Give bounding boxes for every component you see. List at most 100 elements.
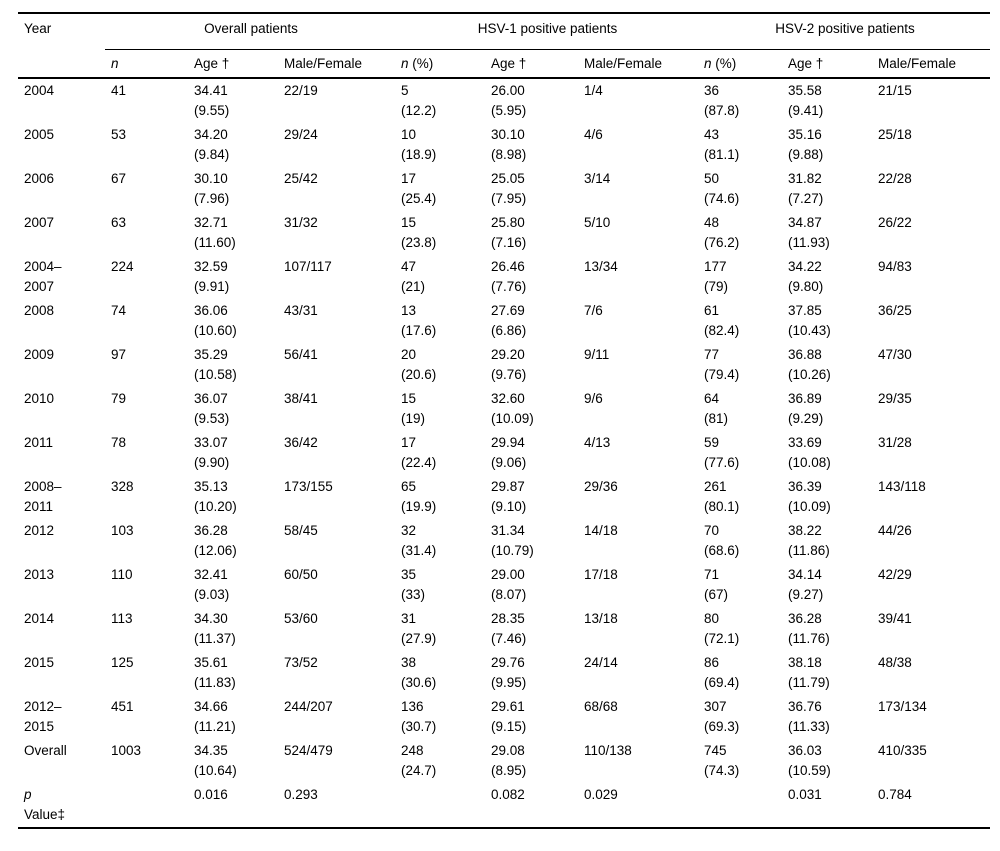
table-row: 2004– 2007 224 32.59 (9.91) 107/117 47 (21) 26.4… — [18, 255, 990, 299]
data-cell: 32.41 (9.03) — [194, 567, 230, 602]
year-cell: 2007 — [24, 215, 55, 230]
data-cell: 34.14 (9.27) — [788, 567, 824, 602]
data-cell: 143/118 — [878, 479, 926, 494]
data-cell: 44/26 — [878, 523, 912, 538]
data-cell: 26/22 — [878, 215, 912, 230]
data-cell: 9/11 — [584, 347, 610, 362]
data-cell: 47/30 — [878, 347, 912, 362]
table-row: 2012 103 36.28 (12.06) 58/45 32 (31.4) 31.34 (10… — [18, 519, 990, 563]
data-cell: 15 (23.8) — [401, 215, 437, 250]
data-cell: 0.784 — [878, 787, 912, 802]
data-cell: 173/134 — [878, 699, 927, 714]
data-cell: 25/42 — [284, 171, 318, 186]
data-cell: 27.69 (6.86) — [491, 303, 527, 338]
data-cell: 25/18 — [878, 127, 912, 142]
column-header: Age † — [782, 49, 873, 79]
data-cell: 110/138 — [584, 743, 632, 758]
data-cell: 36.39 (10.09) — [788, 479, 831, 514]
column-header: Male/Female — [278, 49, 396, 79]
data-cell: 36 (87.8) — [704, 83, 740, 118]
data-cell: 34.22 (9.80) — [788, 259, 824, 294]
table-row: 2009 97 35.29 (10.58) 56/41 20 (20.6) 29.20 (9.7… — [18, 343, 990, 387]
data-cell: 15 (19) — [401, 391, 426, 426]
data-cell: 68/68 — [584, 699, 618, 714]
year-cell: 2009 — [24, 347, 55, 362]
data-cell: 524/479 — [284, 743, 333, 758]
data-cell: 36.88 (10.26) — [788, 347, 831, 382]
year-cell: 2008– 2011 — [24, 479, 62, 514]
year-cell: 2004– 2007 — [24, 259, 62, 294]
table-row: 2014 113 34.30 (11.37) 53/60 31 (27.9) 28.35 (7.… — [18, 607, 990, 651]
table-row: 2004 41 34.41 (9.55) 22/19 5 (12.2) 26.00 (5.95)… — [18, 78, 990, 123]
data-cell: 0.031 — [788, 787, 822, 802]
data-cell: 1/4 — [584, 83, 603, 98]
data-cell: 53 — [111, 127, 127, 142]
data-cell: 53/60 — [284, 611, 318, 626]
data-cell: 224 — [111, 259, 134, 274]
data-cell: 36/25 — [878, 303, 912, 318]
data-cell: 32.60 (10.09) — [491, 391, 534, 426]
year-cell: 2012 — [24, 523, 55, 538]
column-header: Male/Female — [872, 49, 991, 79]
year-cell: 2014 — [24, 611, 55, 626]
data-cell: 33.07 (9.90) — [194, 435, 230, 470]
year-cell: 2011 — [24, 435, 54, 450]
data-cell: 451 — [111, 699, 134, 714]
group-header-hsv2: HSV-2 positive patients — [698, 13, 991, 50]
data-cell: 31/28 — [878, 435, 912, 450]
data-cell: 48 (76.2) — [704, 215, 740, 250]
table-row: 2015 125 35.61 (11.83) 73/52 38 (30.6) 29.76 (9.… — [18, 651, 990, 695]
data-cell: 94/83 — [878, 259, 912, 274]
data-cell: 14/18 — [584, 523, 618, 538]
data-cell: 328 — [111, 479, 134, 494]
data-cell: 35.61 (11.83) — [194, 655, 236, 690]
data-cell: 4/13 — [584, 435, 611, 450]
data-cell: 97 — [111, 347, 127, 362]
data-cell: 86 (69.4) — [704, 655, 740, 690]
data-cell: 35 (33) — [401, 567, 426, 602]
data-cell: 410/335 — [878, 743, 927, 758]
data-cell: 77 (79.4) — [704, 347, 740, 382]
table-body: 2004 41 34.41 (9.55) 22/19 5 (12.2) 26.00 (5.95)… — [18, 78, 990, 828]
data-cell: 7/6 — [584, 303, 603, 318]
data-cell: 29.87 (9.10) — [491, 479, 527, 514]
data-cell: 34.66 (11.21) — [194, 699, 236, 734]
data-cell: 107/117 — [284, 259, 332, 274]
data-cell: 20 (20.6) — [401, 347, 437, 382]
subheader-row: n Age † Male/Female n (%) Age † Male/Female n … — [18, 49, 991, 79]
data-cell: 24/14 — [584, 655, 618, 670]
data-cell: 36.28 (11.76) — [788, 611, 830, 646]
data-cell: 34.30 (11.37) — [194, 611, 236, 646]
year-cell: 2012– 2015 — [24, 699, 62, 734]
table-row: 2013 110 32.41 (9.03) 60/50 35 (33) 29.00 (8.07)… — [18, 563, 990, 607]
data-cell: 58/45 — [284, 523, 318, 538]
data-cell: 80 (72.1) — [704, 611, 740, 646]
group-header-overall: Overall patients — [105, 13, 396, 50]
data-cell: 70 (68.6) — [704, 523, 740, 558]
year-cell: 2015 — [24, 655, 55, 670]
column-header-year: Year — [18, 13, 105, 79]
data-cell: 31 (27.9) — [401, 611, 437, 646]
data-cell: 67 — [111, 171, 127, 186]
data-cell: 32.71 (11.60) — [194, 215, 236, 250]
data-cell: 38/41 — [284, 391, 318, 406]
data-cell: 22/19 — [284, 83, 318, 98]
data-cell: 0.082 — [491, 787, 525, 802]
data-cell: 25.05 (7.95) — [491, 171, 527, 206]
data-cell: 32.59 (9.91) — [194, 259, 230, 294]
data-cell: 30.10 (8.98) — [491, 127, 527, 162]
data-cell: 43/31 — [284, 303, 318, 318]
data-cell: 56/41 — [284, 347, 318, 362]
data-cell: 79 — [111, 391, 127, 406]
data-cell: 173/155 — [284, 479, 333, 494]
data-cell: 248 (24.7) — [401, 743, 437, 778]
data-cell: 35.16 (9.88) — [788, 127, 824, 162]
data-cell: 17 (22.4) — [401, 435, 437, 470]
data-cell: 36/42 — [284, 435, 318, 450]
data-cell: 50 (74.6) — [704, 171, 740, 206]
data-cell: 60/50 — [284, 567, 318, 582]
data-cell: 71 (67) — [704, 567, 729, 602]
data-cell: 38.18 (11.79) — [788, 655, 830, 690]
data-cell: 29/24 — [284, 127, 318, 142]
